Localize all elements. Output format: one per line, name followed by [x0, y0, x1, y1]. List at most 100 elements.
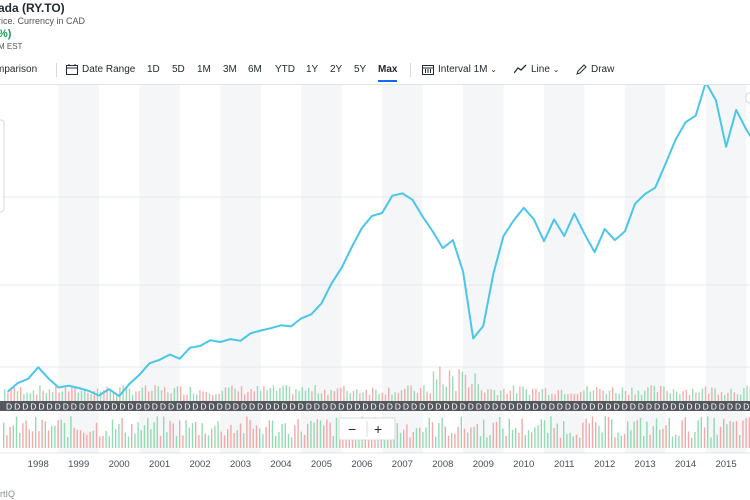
volume-bar — [503, 388, 505, 401]
navigator-volume-bar — [95, 422, 98, 448]
navigator-tag: D — [549, 402, 555, 412]
price-point — [7, 390, 9, 393]
navigator-volume-bar — [281, 423, 283, 448]
navigator-tag: D — [662, 402, 668, 412]
volume-bar — [554, 394, 556, 401]
navigator-tag: D — [160, 402, 166, 412]
range-5y[interactable]: 5Y — [354, 64, 367, 75]
navigator-volume-bar — [150, 429, 152, 448]
navigator-volume-bar — [671, 436, 674, 448]
range-1d[interactable]: 1D — [147, 64, 160, 75]
navigator-volume-bar — [716, 434, 718, 448]
price-point — [604, 228, 606, 230]
navigator-volume-bar — [28, 429, 30, 448]
navigator-volume-bar — [732, 421, 734, 448]
volume-bar — [279, 387, 281, 401]
right-scroll-handle[interactable] — [745, 92, 750, 104]
x-tick-label: 2007 — [392, 459, 413, 470]
x-tick-label: 2004 — [270, 459, 291, 470]
navigator-volume-bar — [191, 423, 194, 448]
price-point — [179, 358, 181, 360]
navigator-volume-bar — [124, 432, 126, 448]
navigator-volume-bar — [25, 420, 27, 448]
volume-bar — [285, 385, 287, 401]
navigator-tag: D — [614, 402, 620, 412]
range-ytd[interactable]: YTD — [275, 64, 295, 75]
navigator-volume-bar — [396, 423, 398, 448]
volume-bar — [103, 390, 105, 401]
navigator-volume-bar — [681, 419, 683, 448]
navigator-volume-bar — [335, 417, 338, 448]
navigator-volume-bar — [607, 417, 610, 448]
date-range-label: Date Range — [82, 64, 136, 75]
navigator-volume-bar — [499, 417, 501, 448]
navigator-tag: D — [55, 402, 61, 412]
navigator-tag: D — [581, 402, 587, 412]
navigator-volume-bar — [278, 431, 280, 448]
volume-bar — [333, 391, 335, 401]
range-2y[interactable]: 2Y — [330, 64, 343, 75]
price-point — [88, 390, 90, 392]
volume-bar — [74, 386, 76, 401]
navigator-volume-bar — [3, 422, 5, 448]
price-point — [300, 317, 302, 319]
volume-bar — [381, 392, 383, 401]
zoom-out-button[interactable]: − — [348, 421, 356, 437]
navigator-volume-bar — [163, 416, 165, 448]
navigator-volume-bar — [431, 422, 434, 448]
navigator-volume-bar — [220, 431, 222, 448]
date-range-button[interactable]: Date Range — [66, 58, 135, 82]
chart-type-label: Line — [531, 64, 550, 75]
navigator-strip[interactable] — [0, 401, 750, 411]
chart-type-button[interactable]: Line ⌄ — [513, 58, 559, 82]
volume-bar — [7, 392, 9, 401]
navigator-volume-bar — [399, 432, 402, 448]
navigator-volume-bar — [243, 433, 245, 448]
volume-bar — [247, 391, 249, 401]
interval-button[interactable]: Interval 1M ⌄ — [422, 58, 497, 82]
volume-bar — [448, 370, 451, 401]
volume-bar — [132, 394, 134, 401]
navigator-volume-bar — [153, 422, 155, 448]
calendar-icon — [66, 63, 78, 75]
price-point — [250, 332, 252, 334]
zoom-in-button[interactable]: + — [374, 421, 382, 437]
navigator-tag: D — [589, 402, 595, 412]
navigator-volume-bar — [665, 425, 667, 448]
volume-bar — [176, 386, 179, 401]
range-max[interactable]: Max — [378, 58, 398, 82]
volume-bar — [743, 387, 745, 401]
navigator-volume-bar — [102, 435, 104, 448]
navigator-tag: D — [249, 402, 255, 412]
navigator-volume-bar — [412, 432, 414, 448]
volume-bar — [301, 387, 303, 401]
navigator-tag: D — [79, 402, 85, 412]
navigator-volume-bar — [735, 420, 738, 448]
volume-bar — [39, 385, 41, 401]
comparison-button[interactable]: mparison — [0, 58, 37, 82]
navigator-volume-bar — [700, 416, 702, 448]
navigator-volume-bar — [140, 430, 142, 448]
left-scroll-handle[interactable] — [0, 119, 5, 213]
range-3m[interactable]: 3M — [223, 64, 237, 75]
range-5d[interactable]: 5D — [172, 64, 185, 75]
range-1y[interactable]: 1Y — [306, 64, 319, 75]
range-1m[interactable]: 1M — [197, 64, 211, 75]
price-point — [270, 327, 272, 329]
range-6m[interactable]: 6M — [248, 64, 262, 75]
volume-bar — [212, 394, 214, 401]
year-band — [543, 85, 585, 453]
draw-button[interactable]: Draw — [576, 58, 614, 82]
volume-bar — [464, 374, 467, 401]
volume-bar — [368, 394, 371, 401]
price-point — [674, 139, 677, 141]
price-point — [118, 395, 120, 397]
navigator-tag: D — [209, 402, 215, 412]
navigator-volume-bar — [239, 423, 242, 448]
volume-bar — [36, 394, 38, 401]
price-point — [563, 235, 565, 237]
volume-bar — [308, 387, 310, 401]
navigator-tag: D — [443, 402, 449, 412]
